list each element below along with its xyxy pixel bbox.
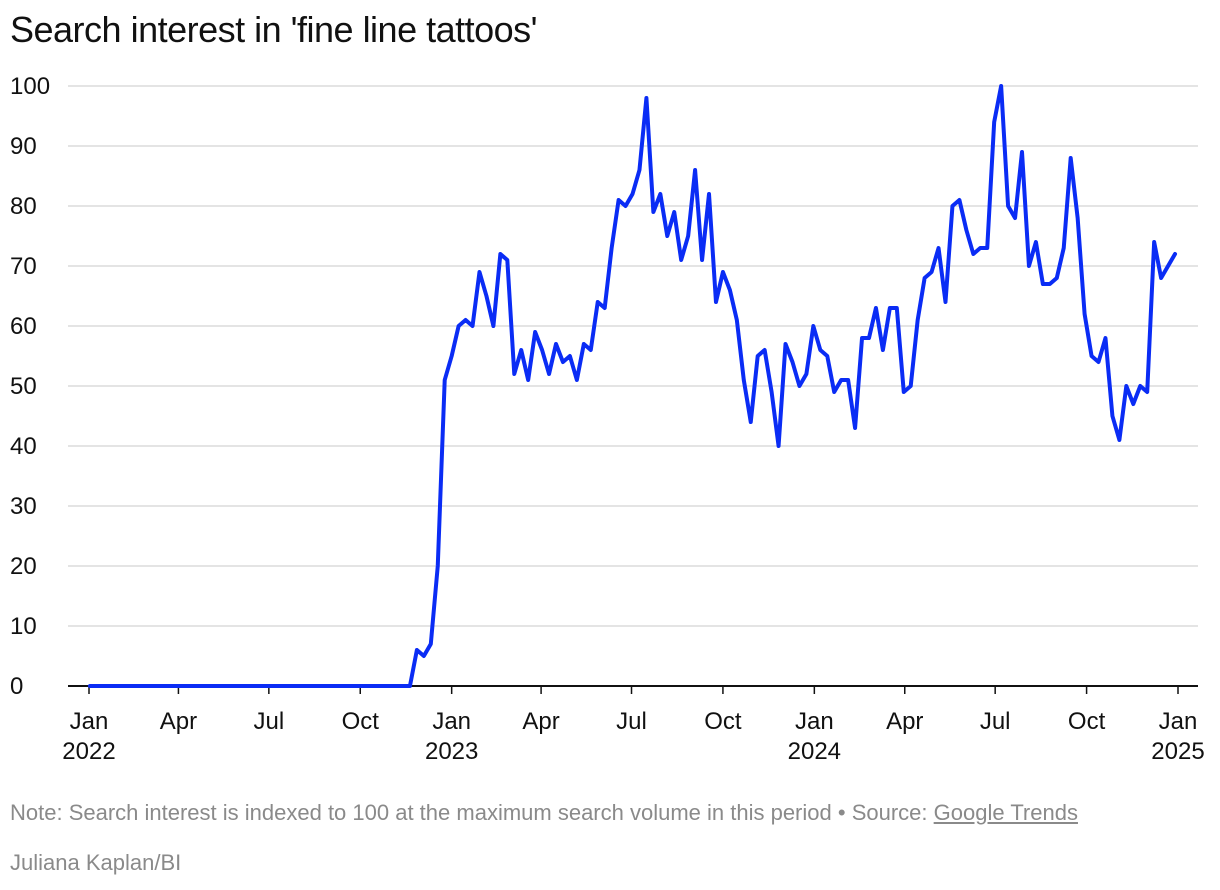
y-tick-label-40: 40: [10, 433, 37, 460]
gridlines: [68, 85, 1198, 627]
x-tick-label-8: Jan: [795, 708, 834, 735]
x-tick-label-11: Oct: [1068, 708, 1106, 735]
x-tick-year-12: 2025: [1151, 738, 1204, 765]
chart-title: Search interest in 'fine line tattoos': [10, 9, 538, 50]
x-axis-ticks: Jan 2022 Apr Jul Oct Jan 2023 Apr Jul Oct Jan 2024 A…: [62, 686, 1205, 765]
y-tick-label-50: 50: [10, 373, 37, 400]
separator-dot: •: [837, 800, 846, 825]
source-prefix: Source:: [851, 800, 928, 825]
x-tick-label-10: Jul: [980, 708, 1011, 735]
y-tick-label-100: 100: [10, 73, 50, 100]
chart-footnote: Note: Search interest is indexed to 100 …: [10, 800, 1078, 826]
x-tick-label-2: Jul: [254, 708, 285, 735]
x-tick-year-0: 2022: [62, 738, 115, 765]
x-tick-label-5: Apr: [522, 708, 559, 735]
y-tick-label-0: 0: [10, 673, 23, 700]
author-credit: Juliana Kaplan/BI: [10, 850, 182, 875]
y-tick-label-60: 60: [10, 313, 37, 340]
x-tick-year-8: 2024: [788, 738, 841, 765]
x-tick-label-3: Oct: [342, 708, 380, 735]
x-tick-label-7: Oct: [704, 708, 742, 735]
y-tick-label-20: 20: [10, 553, 37, 580]
y-tick-label-80: 80: [10, 193, 37, 220]
y-tick-label-70: 70: [10, 253, 37, 280]
x-tick-year-4: 2023: [425, 738, 478, 765]
x-tick-label-0: Jan: [70, 708, 109, 735]
note-text: Note: Search interest is indexed to 100 …: [10, 800, 832, 825]
y-axis-tick-labels: 0 10 20 30 40 50 60 70 80 90 100: [10, 73, 50, 700]
x-tick-label-4: Jan: [432, 708, 471, 735]
y-tick-label-30: 30: [10, 493, 37, 520]
x-tick-label-12: Jan: [1159, 708, 1198, 735]
y-tick-label-90: 90: [10, 133, 37, 160]
series-line: [87, 84, 1178, 688]
x-tick-label-9: Apr: [886, 708, 923, 735]
x-tick-label-1: Apr: [160, 708, 197, 735]
source-link[interactable]: Google Trends: [933, 800, 1078, 825]
x-tick-label-6: Jul: [616, 708, 647, 735]
y-tick-label-10: 10: [10, 613, 37, 640]
